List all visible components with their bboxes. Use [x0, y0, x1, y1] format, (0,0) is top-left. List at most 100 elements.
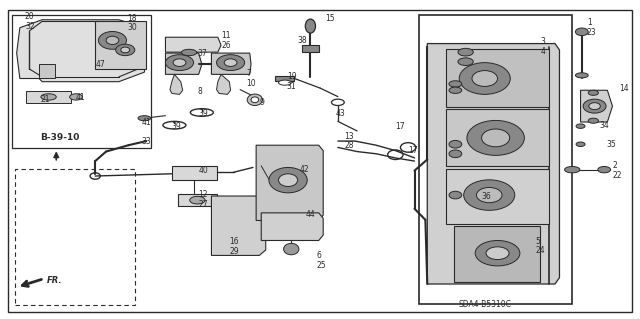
Ellipse shape: [251, 97, 259, 103]
Ellipse shape: [464, 180, 515, 210]
Text: SDA4-B5310C: SDA4-B5310C: [458, 300, 511, 309]
Ellipse shape: [458, 48, 473, 56]
Text: 1
23: 1 23: [587, 18, 596, 37]
Text: 12
27: 12 27: [198, 190, 208, 209]
Polygon shape: [39, 64, 55, 78]
Polygon shape: [216, 74, 230, 94]
Polygon shape: [26, 91, 71, 103]
Ellipse shape: [449, 140, 462, 148]
Polygon shape: [172, 167, 216, 180]
Ellipse shape: [588, 118, 598, 123]
Polygon shape: [447, 49, 548, 107]
Text: 41: 41: [141, 117, 151, 127]
Text: 9: 9: [259, 98, 264, 107]
Text: 8: 8: [197, 87, 202, 96]
Ellipse shape: [449, 87, 462, 93]
Polygon shape: [17, 20, 147, 82]
Ellipse shape: [305, 19, 316, 33]
Ellipse shape: [564, 167, 580, 173]
Ellipse shape: [486, 247, 509, 260]
Text: 20
32: 20 32: [25, 12, 35, 31]
Ellipse shape: [583, 99, 606, 113]
Text: 34: 34: [600, 121, 609, 130]
Ellipse shape: [449, 191, 462, 199]
Polygon shape: [261, 213, 323, 241]
Text: 15: 15: [325, 14, 335, 23]
Text: 43: 43: [336, 109, 346, 118]
Ellipse shape: [472, 70, 497, 86]
Text: 7
10: 7 10: [246, 69, 256, 88]
Polygon shape: [428, 44, 559, 284]
Ellipse shape: [106, 36, 119, 45]
Polygon shape: [447, 109, 548, 167]
Polygon shape: [275, 76, 294, 81]
Text: 39: 39: [198, 109, 209, 118]
Polygon shape: [95, 21, 147, 69]
Ellipse shape: [475, 241, 520, 266]
Text: 17: 17: [396, 122, 405, 131]
Ellipse shape: [247, 94, 262, 106]
Bar: [419, 15, 572, 304]
Text: 44: 44: [306, 210, 316, 219]
Ellipse shape: [481, 129, 509, 147]
Text: 19
31: 19 31: [287, 72, 296, 91]
Ellipse shape: [458, 58, 473, 65]
Text: 16
29: 16 29: [229, 237, 239, 256]
Ellipse shape: [99, 32, 127, 49]
Polygon shape: [170, 74, 182, 94]
Text: 17: 17: [408, 146, 418, 155]
Ellipse shape: [576, 124, 585, 128]
Text: 41: 41: [76, 93, 86, 102]
Text: B-39-10: B-39-10: [40, 133, 79, 142]
Text: 18
30: 18 30: [127, 14, 137, 32]
Polygon shape: [166, 37, 221, 52]
Ellipse shape: [460, 63, 510, 94]
Text: 13
28: 13 28: [344, 132, 354, 151]
Text: 5
24: 5 24: [536, 237, 545, 255]
Ellipse shape: [173, 59, 186, 66]
Text: 40: 40: [198, 166, 209, 175]
Text: 37: 37: [197, 48, 207, 58]
Polygon shape: [211, 53, 251, 74]
Ellipse shape: [588, 90, 598, 95]
Text: 3
4: 3 4: [540, 37, 545, 56]
Text: 47: 47: [95, 60, 105, 69]
Ellipse shape: [575, 28, 588, 36]
Bar: [15, 169, 135, 305]
Text: 39: 39: [172, 122, 182, 131]
Text: 35: 35: [606, 140, 616, 149]
Text: 11
26: 11 26: [221, 31, 230, 50]
Text: 42: 42: [300, 165, 309, 174]
Ellipse shape: [116, 44, 135, 56]
Polygon shape: [166, 53, 202, 74]
Ellipse shape: [449, 150, 462, 158]
Polygon shape: [454, 226, 540, 282]
Ellipse shape: [224, 59, 237, 66]
Ellipse shape: [181, 49, 196, 56]
Ellipse shape: [449, 81, 462, 87]
Bar: [12, 15, 151, 148]
Ellipse shape: [166, 55, 193, 70]
Text: FR.: FR.: [47, 276, 62, 285]
Polygon shape: [580, 90, 612, 122]
Ellipse shape: [467, 121, 524, 155]
Ellipse shape: [138, 116, 151, 121]
Ellipse shape: [189, 196, 205, 204]
Text: 36: 36: [481, 191, 491, 201]
Text: 38: 38: [298, 36, 307, 45]
Text: 2
22: 2 22: [612, 161, 622, 180]
Polygon shape: [211, 196, 266, 256]
Polygon shape: [178, 195, 216, 205]
Ellipse shape: [575, 73, 588, 78]
Text: 6
25: 6 25: [317, 251, 326, 270]
Text: 21: 21: [41, 95, 51, 104]
Ellipse shape: [269, 167, 307, 193]
Ellipse shape: [598, 167, 611, 173]
Ellipse shape: [41, 94, 56, 100]
Ellipse shape: [278, 80, 291, 85]
Polygon shape: [256, 145, 323, 220]
Polygon shape: [447, 169, 548, 224]
Ellipse shape: [476, 188, 502, 203]
Polygon shape: [302, 45, 319, 52]
Ellipse shape: [589, 103, 600, 110]
